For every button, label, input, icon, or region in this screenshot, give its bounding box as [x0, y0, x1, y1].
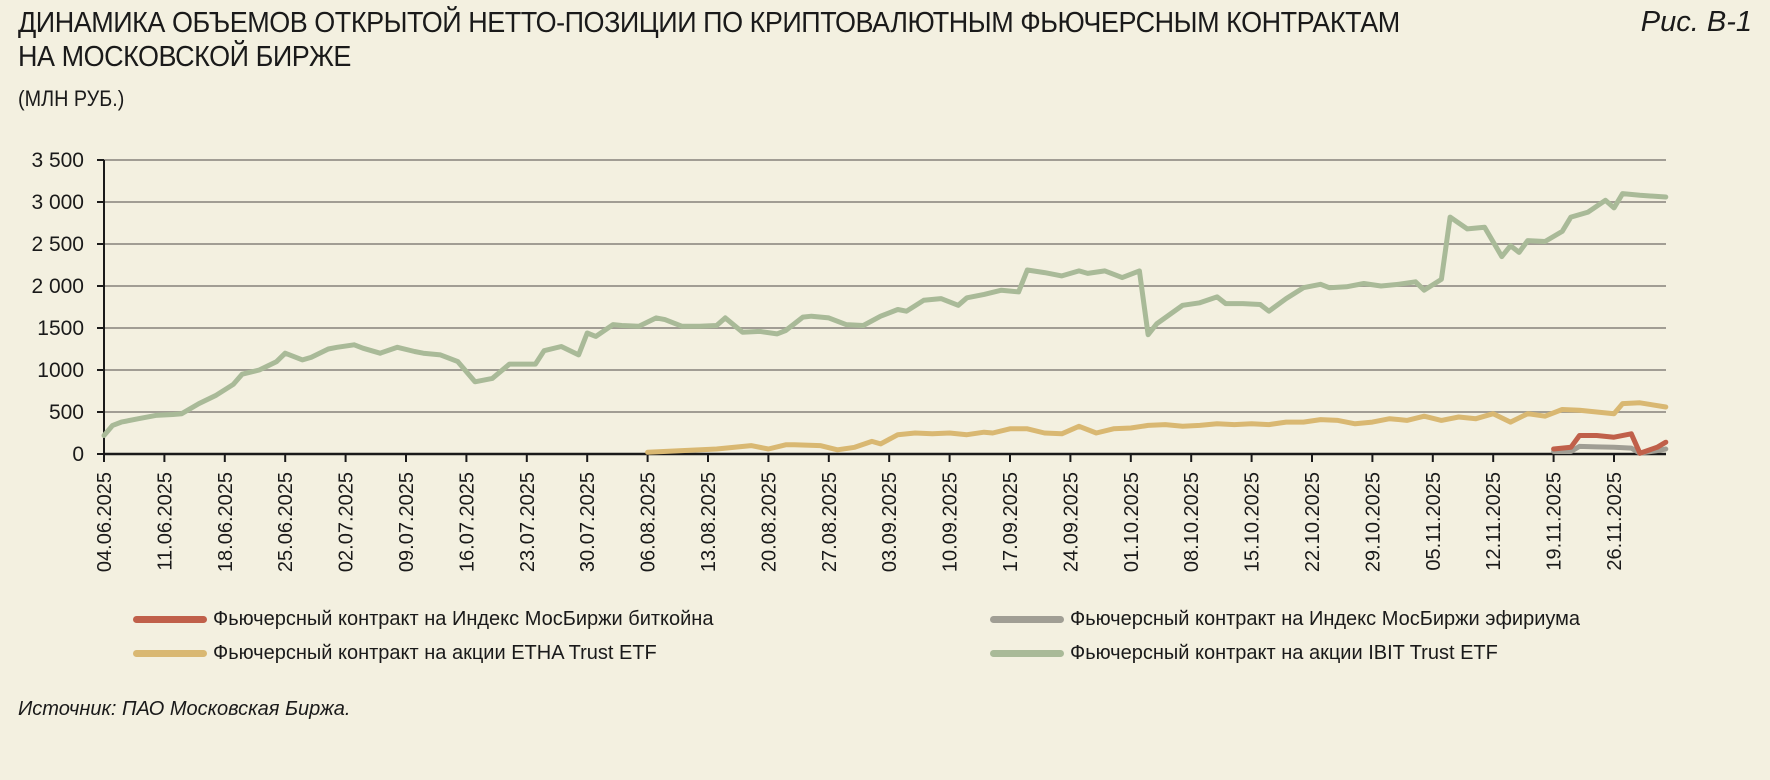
x-tick-label: 01.10.2025 — [1121, 472, 1143, 572]
legend-item-ether: Фьючерсный контракт на Индекс МосБиржи э… — [990, 608, 1580, 631]
chart-title: ДИНАМИКА ОБЪЕМОВ ОТКРЫТОЙ НЕТТО-ПОЗИЦИИ … — [18, 7, 1400, 73]
x-axis: 04.06.2025 11.06.2025 18.06.2025 25.06.2025… — [94, 452, 1666, 572]
legend-item-etha: Фьючерсный контракт на акции ETHA Trust … — [133, 642, 657, 665]
legend-swatch — [990, 616, 1064, 623]
x-tick-label: 17.09.2025 — [1000, 472, 1022, 572]
y-tick-label: 500 — [49, 401, 84, 424]
x-tick-label: 18.06.2025 — [215, 472, 237, 572]
x-tick-label: 09.07.2025 — [396, 472, 418, 572]
legend-label: Фьючерсный контракт на акции IBIT Trust … — [1070, 642, 1498, 664]
y-tick-label: 3 000 — [31, 191, 84, 214]
x-tick-label: 11.06.2025 — [154, 472, 176, 571]
legend-label: Фьючерсный контракт на Индекс МосБиржи э… — [1070, 608, 1581, 630]
gridlines — [104, 159, 1666, 413]
x-tick-label: 30.07.2025 — [577, 472, 599, 572]
legend-swatch — [990, 650, 1064, 657]
x-tick-label: 27.08.2025 — [819, 472, 841, 572]
legend-swatch — [133, 650, 207, 657]
y-tick-label: 1000 — [37, 359, 84, 382]
y-tick-label: 2 000 — [31, 275, 84, 298]
x-tick-label: 20.08.2025 — [758, 472, 780, 572]
figure-label: Рис. В-1 — [1640, 6, 1752, 38]
series-line — [101, 191, 1669, 438]
x-tick-label: 26.11.2025 — [1604, 472, 1626, 571]
y-axis: 0 500 1000 1500 2 000 2 500 3 000 3 500 — [31, 149, 105, 466]
x-tick-label: 19.11.2025 — [1544, 472, 1566, 571]
legend-item-bitcoin: Фьючерсный контракт на Индекс МосБиржи б… — [133, 608, 713, 631]
x-tick-label: 29.10.2025 — [1362, 472, 1384, 572]
y-tick-label: 3 500 — [31, 149, 84, 172]
legend-label: Фьючерсный контракт на акции ETHA Trust … — [213, 642, 657, 664]
x-tick-label: 12.11.2025 — [1483, 472, 1505, 571]
x-tick-label: 03.09.2025 — [879, 472, 901, 572]
y-tick-label: 2 500 — [31, 233, 84, 256]
legend-item-ibit: Фьючерсный контракт на акции IBIT Trust … — [990, 642, 1498, 665]
line-chart: 0 500 1000 1500 2 000 2 500 3 000 3 500 04.06.2… — [31, 149, 1669, 572]
x-tick-label: 24.09.2025 — [1060, 472, 1082, 572]
x-tick-label: 23.07.2025 — [517, 472, 539, 572]
x-tick-label: 16.07.2025 — [456, 472, 478, 572]
x-tick-label: 25.06.2025 — [275, 472, 297, 572]
legend-swatch — [133, 616, 207, 623]
x-tick-label: 08.10.2025 — [1181, 472, 1203, 572]
x-tick-label: 10.09.2025 — [940, 472, 962, 572]
x-tick-label: 06.08.2025 — [638, 472, 660, 572]
source-note: Источник: ПАО Московская Биржа. — [18, 698, 351, 720]
series-line — [1551, 431, 1669, 456]
x-tick-label: 04.06.2025 — [94, 472, 116, 572]
units-label: (МЛН РУБ.) — [18, 86, 125, 111]
x-tick-label: 05.11.2025 — [1423, 472, 1445, 571]
y-tick-label: 0 — [72, 443, 84, 466]
y-tick-label: 1500 — [37, 317, 84, 340]
series-lines — [101, 191, 1669, 456]
x-tick-label: 15.10.2025 — [1242, 472, 1264, 572]
x-tick-label: 22.10.2025 — [1302, 472, 1324, 572]
series-line — [645, 400, 1669, 455]
legend-label: Фьючерсный контракт на Индекс МосБиржи б… — [213, 608, 714, 630]
x-tick-label: 02.07.2025 — [336, 472, 358, 572]
x-tick-label: 13.08.2025 — [698, 472, 720, 572]
